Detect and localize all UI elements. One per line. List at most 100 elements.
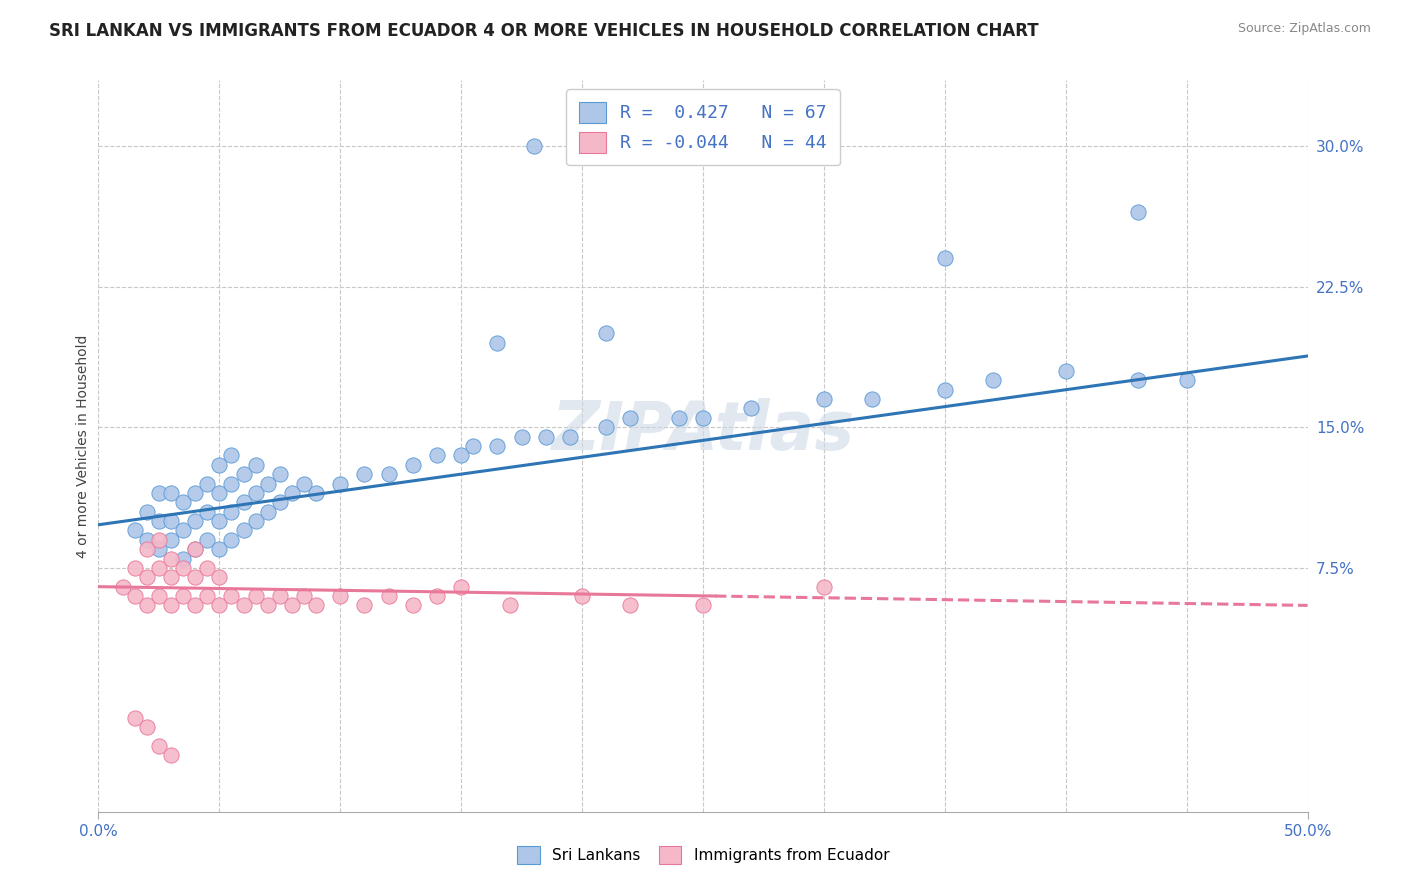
- Point: [534, 429, 557, 443]
- Point: [1175, 373, 1198, 387]
- Point: [221, 449, 243, 463]
- Point: [292, 476, 315, 491]
- Point: [1128, 204, 1150, 219]
- Point: [184, 514, 207, 528]
- Point: [184, 486, 207, 500]
- Point: [124, 589, 146, 603]
- Point: [208, 486, 231, 500]
- Point: [463, 439, 485, 453]
- Point: [281, 486, 304, 500]
- Point: [195, 561, 218, 575]
- Point: [124, 561, 146, 575]
- Point: [208, 542, 231, 557]
- Point: [124, 524, 146, 538]
- Point: [135, 599, 157, 613]
- Point: [269, 589, 291, 603]
- Point: [135, 505, 157, 519]
- Point: [510, 429, 533, 443]
- Point: [498, 599, 520, 613]
- Point: [160, 551, 183, 566]
- Point: [740, 401, 762, 416]
- Point: [135, 533, 157, 547]
- Point: [571, 589, 593, 603]
- Point: [450, 449, 472, 463]
- Point: [172, 551, 194, 566]
- Point: [486, 439, 509, 453]
- Point: [377, 467, 399, 482]
- Point: [377, 589, 399, 603]
- Point: [558, 429, 581, 443]
- Point: [402, 458, 425, 472]
- Point: [595, 420, 617, 434]
- Point: [813, 580, 835, 594]
- Point: [221, 505, 243, 519]
- Point: [160, 533, 183, 547]
- Point: [160, 570, 183, 584]
- Point: [148, 486, 170, 500]
- Point: [172, 495, 194, 509]
- Point: [353, 467, 375, 482]
- Text: ZIPAtlas: ZIPAtlas: [551, 399, 855, 465]
- Point: [184, 542, 207, 557]
- Point: [232, 599, 254, 613]
- Point: [148, 533, 170, 547]
- Point: [111, 580, 134, 594]
- Point: [208, 599, 231, 613]
- Point: [221, 589, 243, 603]
- Point: [124, 711, 146, 725]
- Point: [135, 542, 157, 557]
- Point: [256, 599, 278, 613]
- Point: [184, 570, 207, 584]
- Point: [692, 410, 714, 425]
- Point: [329, 476, 352, 491]
- Point: [426, 589, 449, 603]
- Point: [221, 476, 243, 491]
- Point: [195, 589, 218, 603]
- Point: [281, 599, 304, 613]
- Point: [208, 514, 231, 528]
- Point: [981, 373, 1004, 387]
- Point: [692, 599, 714, 613]
- Point: [135, 720, 157, 734]
- Point: [668, 410, 690, 425]
- Point: [184, 599, 207, 613]
- Point: [426, 449, 449, 463]
- Point: [232, 495, 254, 509]
- Point: [329, 589, 352, 603]
- Point: [135, 570, 157, 584]
- Point: [208, 458, 231, 472]
- Point: [402, 599, 425, 613]
- Point: [486, 335, 509, 350]
- Y-axis label: 4 or more Vehicles in Household: 4 or more Vehicles in Household: [76, 334, 90, 558]
- Point: [245, 486, 267, 500]
- Point: [172, 589, 194, 603]
- Point: [245, 514, 267, 528]
- Point: [619, 410, 641, 425]
- Point: [160, 486, 183, 500]
- Point: [208, 570, 231, 584]
- Point: [1054, 364, 1077, 378]
- Point: [934, 383, 956, 397]
- Point: [353, 599, 375, 613]
- Point: [245, 589, 267, 603]
- Text: Source: ZipAtlas.com: Source: ZipAtlas.com: [1237, 22, 1371, 36]
- Legend: Sri Lankans, Immigrants from Ecuador: Sri Lankans, Immigrants from Ecuador: [510, 840, 896, 870]
- Point: [148, 542, 170, 557]
- Point: [813, 392, 835, 406]
- Point: [160, 748, 183, 763]
- Point: [221, 533, 243, 547]
- Point: [195, 505, 218, 519]
- Point: [269, 467, 291, 482]
- Point: [1128, 373, 1150, 387]
- Point: [256, 505, 278, 519]
- Point: [160, 514, 183, 528]
- Point: [195, 476, 218, 491]
- Point: [232, 524, 254, 538]
- Point: [619, 599, 641, 613]
- Point: [148, 514, 170, 528]
- Point: [184, 542, 207, 557]
- Point: [860, 392, 883, 406]
- Point: [172, 561, 194, 575]
- Point: [305, 599, 328, 613]
- Point: [245, 458, 267, 472]
